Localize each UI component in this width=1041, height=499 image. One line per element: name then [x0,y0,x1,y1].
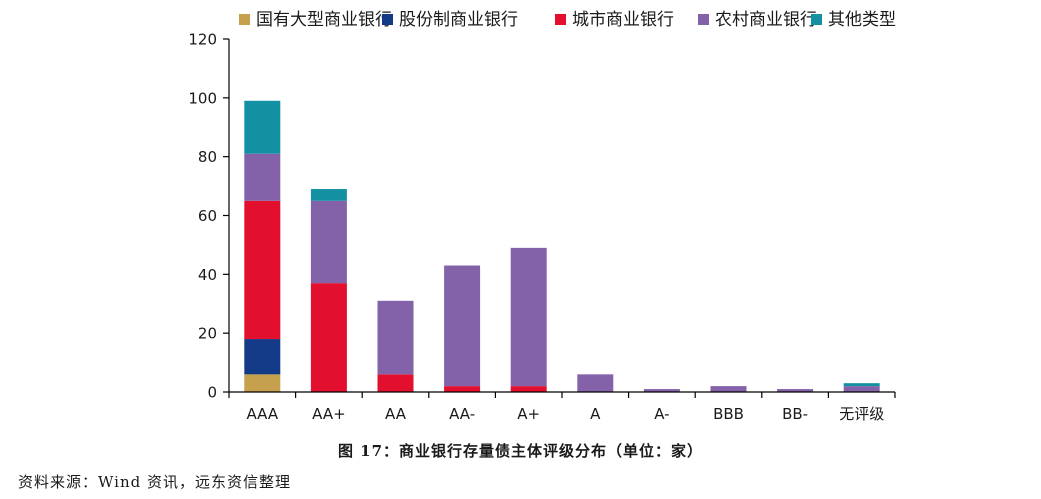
x-tick-label-10: 无评级 [839,405,884,423]
y-tick-label-6: 100 [188,89,217,107]
bar-segment-1-series-4 [244,153,281,201]
legend-label-5: 其他类型 [828,10,896,30]
legend-label-4: 农村商业银行 [715,10,817,30]
bar-segment-2-series-3 [310,283,347,392]
bar-segment-2-series-4 [310,200,347,284]
legend-swatch-2 [382,14,393,25]
y-tick-label-7: 120 [188,31,217,49]
bar-segment-1-series-5 [244,100,281,154]
y-tick-label-4: 60 [198,207,217,225]
x-tick-label-8: BBB [713,405,744,423]
legend-swatch-3 [555,14,566,25]
x-tick-label-2: AA+ [312,405,346,423]
bar-segment-1-series-3 [244,200,281,340]
x-tick-label-1: AAA [246,405,278,423]
y-tick-label-3: 40 [198,266,217,284]
x-tick-label-6: A [590,405,601,423]
bar-segment-3-series-4 [377,300,414,375]
bar-segment-10-series-4 [843,386,880,392]
y-tick-label-2: 20 [198,325,217,343]
bar-segment-2-series-5 [310,189,347,201]
legend-label-2: 股份制商业银行 [399,10,518,30]
figure-caption: 图 17：商业银行存量债主体评级分布（单位：家） [337,442,704,460]
legend-label-1: 国有大型商业银行 [256,10,392,30]
chart-legend: 国有大型商业银行 股份制商业银行 城市商业银行 农村商业银行 其他类型 [239,10,896,30]
bar-segment-1-series-2 [244,339,281,375]
bar-segment-5-series-3 [510,386,547,392]
x-tick-label-3: AA [385,405,407,423]
bar-segment-4-series-3 [444,386,481,392]
chart-bars [244,100,880,392]
x-tick-label-9: BB- [782,405,808,423]
legend-swatch-5 [811,14,822,25]
bar-segment-10-series-5 [843,383,880,387]
bar-segment-3-series-3 [377,374,414,392]
bar-segment-6-series-4 [577,374,614,392]
bar-segment-9-series-4 [777,389,814,392]
bar-segment-1-series-1 [244,374,281,392]
stacked-bar-chart: 国有大型商业银行 股份制商业银行 城市商业银行 农村商业银行 其他类型 0 20 40 60 8… [188,10,896,423]
y-tick-label-5: 80 [198,148,217,166]
bar-segment-5-series-4 [510,247,547,387]
bar-segment-8-series-4 [710,386,747,392]
x-tick-label-4: AA- [449,405,475,423]
legend-swatch-4 [698,14,709,25]
y-tick-label-1: 0 [207,384,217,402]
x-tick-label-5: A+ [517,405,540,423]
legend-label-3: 城市商业银行 [572,10,674,30]
bar-segment-7-series-4 [643,389,680,392]
bar-segment-4-series-4 [444,265,481,387]
legend-swatch-1 [239,14,250,25]
source-note: 资料来源：Wind 资讯，远东资信整理 [18,473,291,491]
x-tick-label-7: A- [654,405,669,423]
